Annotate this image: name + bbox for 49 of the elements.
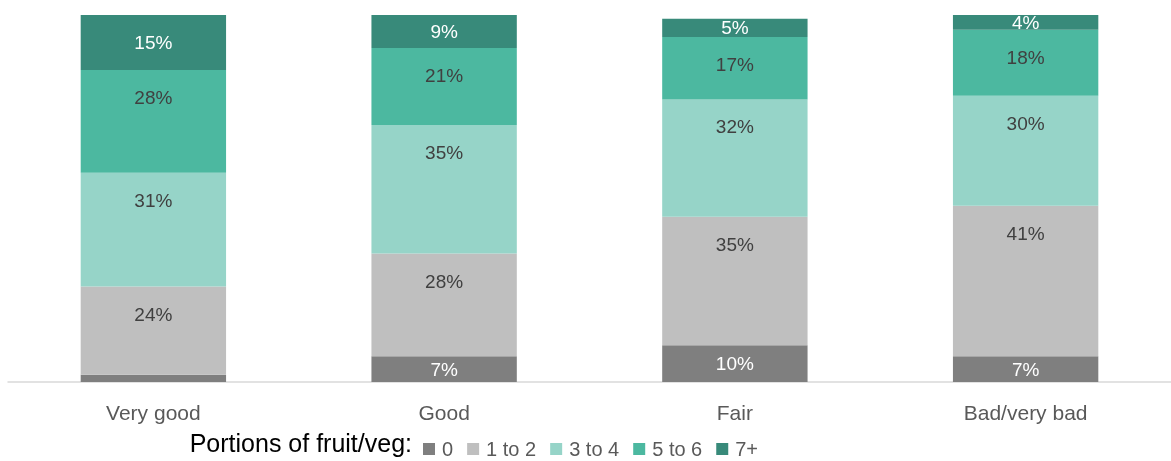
data-label: 15%	[134, 32, 173, 54]
data-label: 31%	[134, 189, 173, 211]
bar	[80, 15, 227, 71]
bar	[952, 205, 1099, 357]
bar	[662, 18, 808, 38]
bar	[952, 356, 1099, 382]
bar	[662, 216, 808, 346]
bar	[662, 345, 808, 382]
data-label: 30%	[1006, 112, 1045, 134]
data-label: 28%	[134, 87, 173, 109]
data-label: 4%	[1011, 11, 1040, 33]
bar	[371, 253, 517, 357]
bar	[662, 37, 808, 100]
bar	[80, 172, 227, 287]
data-label: 10%	[715, 353, 754, 375]
data-label: 7%	[430, 358, 458, 380]
data-label: 28%	[425, 270, 464, 292]
data-label: 35%	[425, 142, 464, 164]
bar	[371, 48, 517, 126]
bar	[662, 99, 808, 217]
x-tick-label: Fair	[716, 401, 753, 424]
x-tick-label: Good	[418, 401, 470, 424]
bar	[952, 15, 1099, 30]
x-tick-label: Very good	[106, 401, 201, 424]
legend-title: Portions of fruit/veg:	[189, 428, 412, 457]
legend-label: 7+	[735, 438, 759, 460]
data-label: 17%	[715, 54, 754, 76]
data-label: 7%	[1011, 358, 1040, 380]
x-tick-label: Bad/very bad	[963, 401, 1088, 424]
bar	[371, 125, 517, 254]
data-label: 9%	[430, 21, 458, 43]
bar	[952, 29, 1099, 96]
legend-label: 3 to 4	[569, 438, 620, 460]
data-label: 21%	[425, 65, 464, 87]
data-label: 24%	[134, 303, 173, 325]
legend-label: 5 to 6	[652, 438, 703, 460]
bar	[80, 70, 227, 173]
bar	[80, 374, 227, 382]
data-label: 32%	[715, 116, 754, 138]
bar	[80, 286, 227, 375]
data-label: 41%	[1006, 222, 1045, 244]
legend-label: 1 to 2	[486, 438, 537, 460]
bar	[371, 15, 517, 49]
data-label: 18%	[1006, 46, 1045, 68]
legend-label: 0	[442, 438, 454, 460]
data-label: 5%	[721, 17, 749, 39]
data-label: 35%	[715, 233, 754, 255]
bar	[952, 95, 1099, 206]
bar	[371, 356, 517, 382]
